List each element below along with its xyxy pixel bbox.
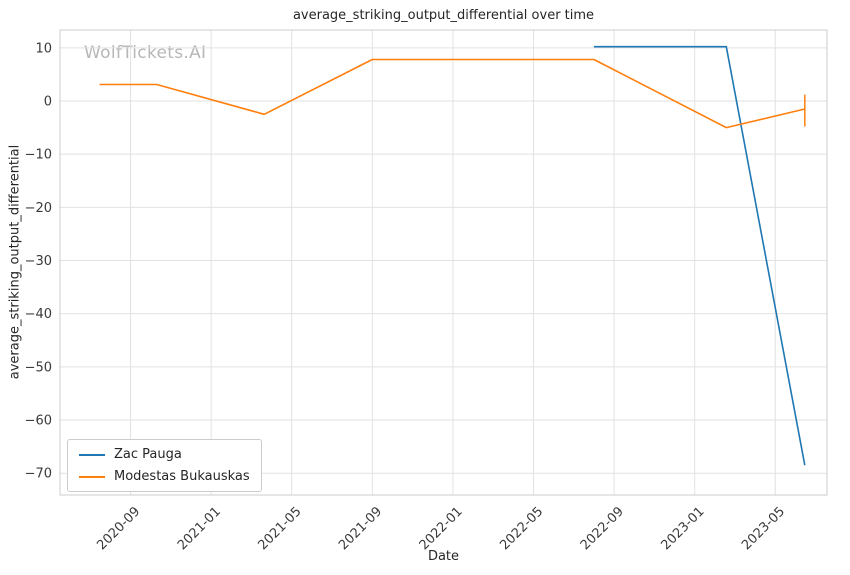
x-axis-label: Date (427, 549, 460, 564)
y-tick-label: −40 (25, 307, 52, 322)
x-tick-label: 2022-01 (417, 504, 466, 553)
legend: Zac Pauga Modestas Bukauskas (67, 439, 262, 492)
x-tick-label: 2020-09 (94, 504, 143, 553)
axes-frame (59, 29, 828, 496)
legend-item-zac-pauga: Zac Pauga (79, 447, 250, 462)
y-tick-label: −50 (25, 360, 52, 375)
chart-title: average_striking_output_differential ove… (292, 8, 595, 23)
legend-label: Zac Pauga (114, 447, 182, 462)
x-tick-label: 2021-09 (336, 504, 385, 553)
legend-line-sample-blue (79, 453, 105, 456)
legend-line-sample-orange (79, 475, 105, 478)
x-tick-label: 2023-05 (739, 504, 788, 553)
y-tick-label: 10 (35, 41, 52, 56)
y-tick-label: −60 (25, 414, 52, 429)
legend-label: Modestas Bukauskas (114, 469, 250, 484)
x-tick-label: 2021-05 (256, 504, 305, 553)
y-tick-label: 0 (44, 94, 52, 109)
y-tick-label: −10 (25, 148, 52, 163)
y-axis-label: average_striking_output_differential (7, 144, 23, 380)
legend-item-modestas-bukauskas: Modestas Bukauskas (79, 469, 250, 484)
x-tick-label: 2022-09 (578, 504, 627, 553)
series-line (99, 58, 805, 129)
series-line (593, 45, 806, 466)
y-tick-label: −70 (25, 467, 52, 482)
x-tick-label: 2023-01 (658, 504, 707, 553)
x-tick-label: 2022-05 (497, 504, 546, 553)
y-tick-label: −30 (25, 254, 52, 269)
x-tick-label: 2021-01 (175, 504, 224, 553)
y-tick-label: −20 (25, 201, 52, 216)
